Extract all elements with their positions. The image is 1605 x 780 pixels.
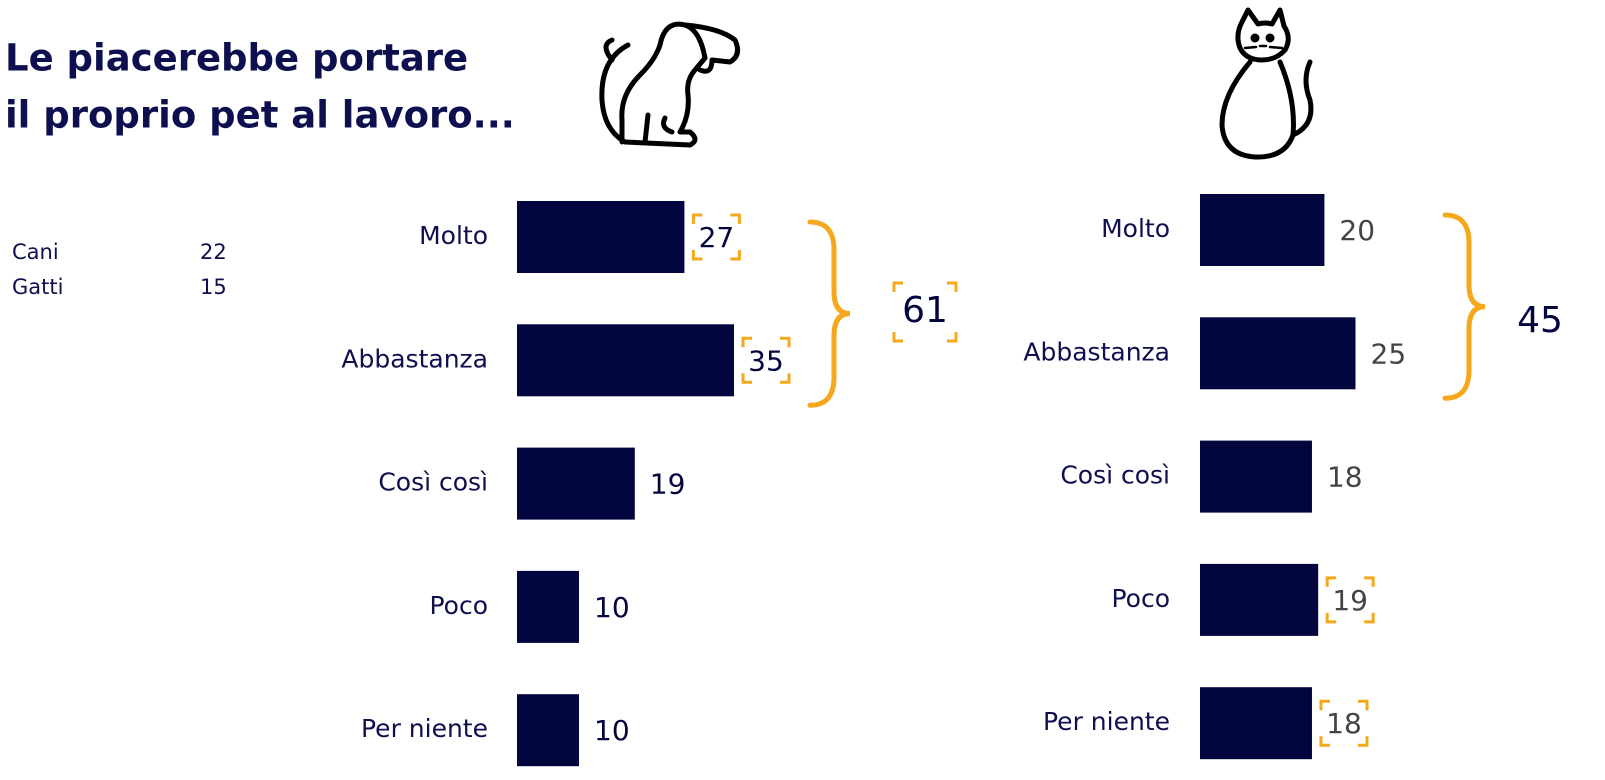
bar	[517, 570, 579, 643]
value-label: 18	[1327, 461, 1363, 494]
bar	[1200, 194, 1325, 266]
category-label: Per niente	[1043, 707, 1170, 736]
value-label: 25	[1371, 337, 1407, 370]
value-label: 35	[748, 344, 784, 377]
bar	[517, 694, 579, 767]
value-label: 19	[650, 468, 686, 501]
bar	[1200, 563, 1319, 636]
highlight-bracket	[691, 213, 741, 261]
side-value: 15	[200, 275, 227, 299]
category-label: Poco	[429, 591, 488, 620]
value-label: 10	[594, 714, 630, 747]
title-line: Le piacerebbe portare	[5, 37, 468, 80]
group-brace	[1442, 212, 1486, 401]
value-label: 19	[1332, 584, 1368, 617]
category-label: Poco	[1111, 584, 1170, 613]
side-value: 22	[200, 240, 227, 264]
value-label: 20	[1339, 214, 1375, 247]
category-label: Molto	[419, 221, 488, 250]
highlight-bracket	[892, 281, 958, 343]
bar	[517, 324, 734, 397]
bar	[1200, 687, 1312, 760]
category-label: Abbastanza	[1023, 337, 1170, 366]
bar	[517, 447, 635, 520]
highlight-bracket	[741, 336, 791, 384]
value-label: 27	[699, 221, 735, 254]
title-line: il proprio pet al lavoro...	[5, 94, 515, 137]
side-label: Cani	[12, 240, 59, 264]
bar	[1200, 317, 1356, 390]
highlight-bracket	[1325, 576, 1375, 624]
value-label: 10	[594, 591, 630, 624]
category-label: Per niente	[361, 714, 488, 743]
group-total: 45	[1517, 300, 1563, 341]
group-brace	[807, 219, 851, 408]
value-label: 18	[1326, 707, 1362, 740]
side-label: Gatti	[12, 275, 63, 299]
dog-icon	[599, 21, 741, 148]
category-label: Molto	[1101, 214, 1170, 243]
category-label: Così così	[1060, 461, 1170, 490]
category-label: Abbastanza	[341, 344, 488, 373]
group-total: 61	[902, 290, 948, 331]
cat-icon	[1219, 7, 1314, 160]
highlight-bracket	[1319, 699, 1369, 747]
bar	[1200, 440, 1312, 513]
category-label: Così così	[378, 468, 488, 497]
bar	[517, 201, 685, 273]
